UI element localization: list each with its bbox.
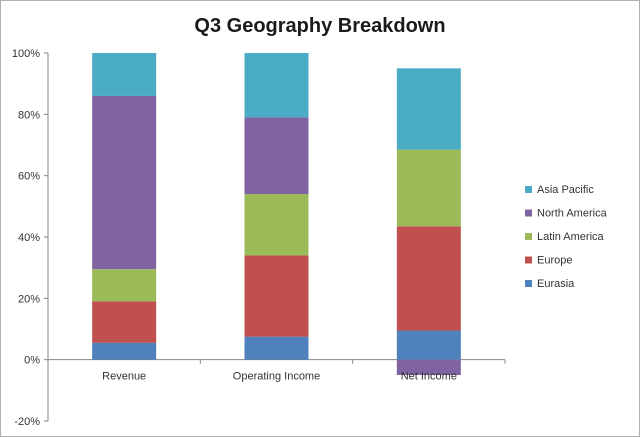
x-category-label: Net Income	[401, 371, 457, 383]
bars: Revenue Operating Income Net Income	[92, 53, 461, 383]
legend-label: Asia Pacific	[537, 184, 594, 196]
bar-segment-latin-america	[92, 269, 157, 302]
bar-segment-latin-america	[244, 194, 309, 256]
bar-segment-europe	[396, 226, 461, 331]
bar-segment-north-america	[92, 95, 157, 270]
x-category-label: Operating Income	[233, 371, 320, 383]
y-tick-label: 20%	[18, 293, 40, 305]
y-tick-label: -20%	[14, 416, 40, 428]
chart-title: Q3 Geography Breakdown	[194, 15, 445, 37]
bar-segment-asia-pacific	[244, 53, 309, 118]
bar-segment-north-america	[396, 359, 461, 375]
legend-swatch	[525, 280, 532, 287]
bar-segment-asia-pacific	[396, 68, 461, 150]
bar-segment-asia-pacific	[92, 53, 157, 96]
bar-segment-eurasia	[92, 342, 157, 360]
legend-swatch	[525, 256, 532, 264]
legend-label: Eurasia	[537, 278, 575, 290]
legend-swatch	[525, 186, 532, 193]
legend-swatch	[525, 209, 532, 217]
bar-segment-europe	[244, 255, 309, 337]
legend-swatch	[525, 233, 532, 240]
bar-segment-north-america	[244, 117, 309, 195]
y-tick-label: 80%	[18, 109, 40, 121]
y-tick-label: 100%	[12, 48, 40, 60]
legend-label: North America	[537, 208, 608, 220]
legend: Asia Pacific North America Latin America Eu…	[525, 184, 608, 290]
y-tick-label: 60%	[18, 171, 40, 183]
bar-segment-latin-america	[396, 149, 461, 227]
legend-label: Latin America	[537, 231, 605, 243]
x-category-label: Revenue	[102, 371, 146, 383]
y-tick-label: 40%	[18, 232, 40, 244]
bar-segment-eurasia	[244, 336, 309, 360]
bar-segment-eurasia	[396, 330, 461, 360]
y-tick-label: 0%	[24, 355, 40, 367]
bar-segment-europe	[92, 301, 157, 343]
legend-label: Europe	[537, 255, 572, 267]
